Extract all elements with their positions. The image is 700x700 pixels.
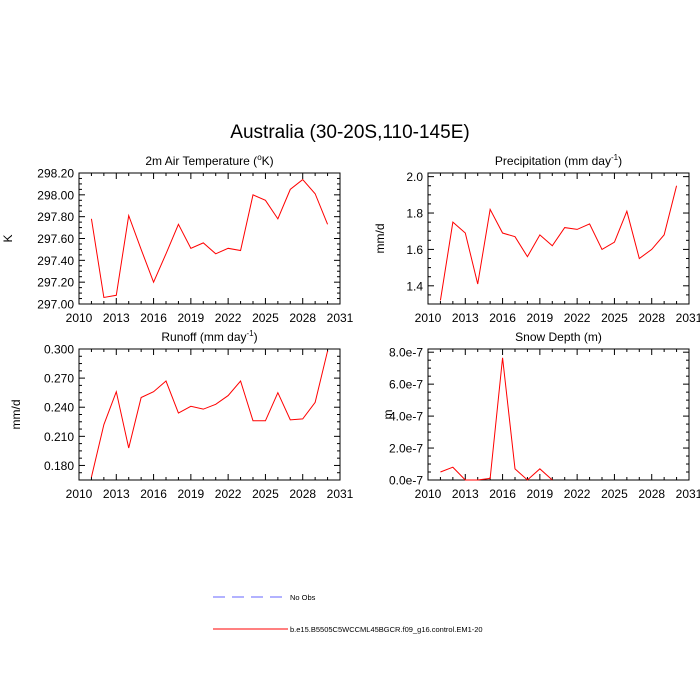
- y-tick-label: 1.8: [406, 207, 423, 221]
- chart-panel-3: 2010 2013 2016 2019 2022 2025 2028 2031 0.180 0.2…: [9, 329, 354, 501]
- x-tick-label: 2022: [215, 311, 242, 325]
- x-tick-label: 2016: [140, 487, 167, 501]
- chart-panel-1: 2010 2013 2016 2019 2022 2025 2028 2031 297.00 29…: [1, 153, 354, 325]
- y-axis-label: mm/d: [9, 400, 23, 430]
- y-tick-label: 0.210: [44, 430, 74, 444]
- legend-label-control: b.e15.B5505C5WCCML45BGCR.f09_g16.control…: [290, 625, 483, 634]
- panel-title: Runoff (mm day-1): [161, 329, 257, 344]
- y-tick-label: 2.0e-7: [389, 442, 423, 456]
- x-tick-label: 2013: [103, 311, 130, 325]
- x-tick-label: 2022: [215, 487, 242, 501]
- y-tick-label: 297.40: [37, 254, 74, 268]
- x-tick-label: 2031: [327, 487, 354, 501]
- panel-title-main: 2m Air Temperature (: [145, 154, 257, 168]
- y-tick-label: 6.0e-7: [389, 378, 423, 392]
- x-tick-label: 2025: [601, 311, 628, 325]
- y-tick-label: 0.270: [44, 372, 74, 386]
- x-tick-label: 2010: [415, 487, 442, 501]
- y-axis-label: m: [381, 410, 395, 420]
- y-tick-label: 297.20: [37, 276, 74, 290]
- y-tick-label: 297.00: [37, 298, 74, 312]
- x-tick-label: 2031: [327, 311, 354, 325]
- plot-frame: [427, 172, 690, 305]
- series-line-1: [90, 178, 329, 299]
- x-tick-label: 2028: [638, 487, 665, 501]
- y-tick-label: 297.60: [37, 232, 74, 246]
- x-tick-label: 2019: [178, 311, 205, 325]
- panel-title-tail: ): [618, 154, 622, 168]
- y-tick-label: 298.20: [37, 167, 74, 181]
- x-tick-label: 2010: [415, 311, 442, 325]
- y-tick-label: 0.300: [44, 343, 74, 357]
- x-tick-label: 2013: [452, 311, 479, 325]
- chart-panels: 2010 2013 2016 2019 2022 2025 2028 2031 297.00 29…: [1, 153, 700, 501]
- y-tick-label: 0.0e-7: [389, 474, 423, 488]
- x-tick-label: 2019: [527, 487, 554, 501]
- x-tick-label: 2031: [676, 487, 700, 501]
- panel-title-sup: -1: [611, 153, 619, 162]
- panel-title-tail: ): [254, 330, 258, 344]
- y-axis-label: K: [1, 234, 15, 242]
- x-tick-label: 2025: [252, 311, 279, 325]
- legend: No Obs b.e15.B5505C5WCCML45BGCR.f09_g16.…: [213, 593, 483, 634]
- series-line-1: [440, 357, 553, 481]
- series-line-1: [439, 185, 678, 301]
- chart-panel-4: 2010 2013 2016 2019 2022 2025 2028 2031 0.0e-7 2.…: [381, 330, 700, 501]
- panel-title-sup: o: [257, 153, 262, 162]
- x-tick-label: 2013: [103, 487, 130, 501]
- y-tick-label: 0.180: [44, 459, 74, 473]
- panel-title-main: Snow Depth (m): [515, 330, 602, 344]
- x-tick-label: 2031: [676, 311, 700, 325]
- panel-title-tail: K): [262, 154, 274, 168]
- x-tick-label: 2016: [489, 487, 516, 501]
- x-tick-label: 2028: [638, 311, 665, 325]
- x-tick-label: 2025: [601, 487, 628, 501]
- chart-panel-2: 2010 2013 2016 2019 2022 2025 2028 2031 1.4 1.6 1.…: [373, 153, 700, 325]
- page-title: Australia (30-20S,110-145E): [230, 122, 469, 143]
- y-tick-label: 8.0e-7: [389, 346, 423, 360]
- plot-frame: [427, 348, 690, 481]
- panel-title: Snow Depth (m): [515, 330, 602, 344]
- x-tick-label: 2028: [289, 311, 316, 325]
- y-tick-label: 2.0: [406, 170, 423, 184]
- panel-title-main: Runoff (mm day: [161, 330, 246, 344]
- y-tick-label: 1.6: [406, 243, 423, 257]
- x-tick-label: 2022: [564, 487, 591, 501]
- plot-frame: [78, 348, 341, 481]
- y-tick-label: 297.80: [37, 210, 74, 224]
- panel-title-main: Precipitation (mm day: [495, 154, 611, 168]
- x-tick-label: 2019: [178, 487, 205, 501]
- panel-title: Precipitation (mm day-1): [495, 153, 622, 168]
- y-tick-label: 0.240: [44, 401, 74, 415]
- x-tick-label: 2025: [252, 487, 279, 501]
- y-tick-label: 1.4: [406, 279, 423, 293]
- y-tick-label: 4.0e-7: [389, 410, 423, 424]
- x-tick-label: 2028: [289, 487, 316, 501]
- x-tick-label: 2016: [489, 311, 516, 325]
- x-tick-label: 2010: [66, 311, 93, 325]
- x-tick-label: 2022: [564, 311, 591, 325]
- panel-title-sup: -1: [247, 329, 255, 338]
- y-axis-label: mm/d: [373, 224, 387, 254]
- x-tick-label: 2010: [66, 487, 93, 501]
- legend-label-no-obs: No Obs: [290, 593, 316, 602]
- series-line-1: [90, 350, 329, 478]
- y-tick-label: 298.00: [37, 188, 74, 202]
- x-tick-label: 2016: [140, 311, 167, 325]
- panel-title: 2m Air Temperature (oK): [145, 153, 273, 168]
- x-tick-label: 2013: [452, 487, 479, 501]
- x-tick-label: 2019: [527, 311, 554, 325]
